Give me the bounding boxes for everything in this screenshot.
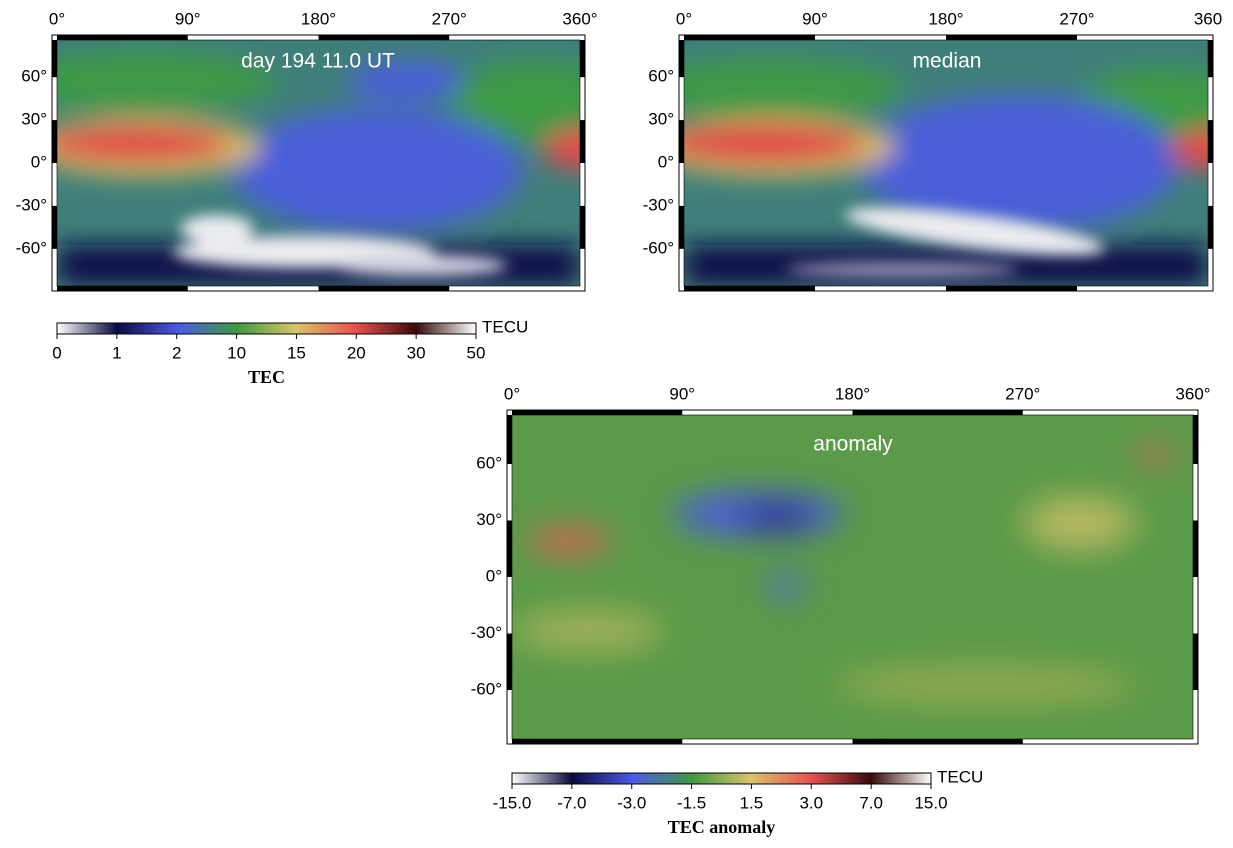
x-tick-label: 0° bbox=[49, 9, 65, 28]
panel-label: anomaly bbox=[813, 433, 893, 456]
frame-segment bbox=[507, 520, 512, 577]
panel-label: median bbox=[913, 50, 982, 73]
frame-segment bbox=[946, 286, 1077, 291]
x-tick-label: 180° bbox=[835, 384, 870, 403]
colorbar-tick-label: 50 bbox=[467, 343, 486, 362]
frame-segment bbox=[318, 35, 450, 40]
x-tick-label: 270° bbox=[1059, 9, 1094, 28]
x-tick-label: 0° bbox=[504, 384, 520, 403]
colorbar-title: TEC bbox=[248, 367, 285, 387]
x-tick-label: 90° bbox=[669, 384, 695, 403]
colorbar-unit: TECU bbox=[937, 767, 983, 786]
frame-segment bbox=[684, 35, 815, 40]
frame-segment bbox=[57, 286, 188, 291]
frame-segment bbox=[52, 120, 57, 163]
x-tick-label: 90° bbox=[802, 9, 828, 28]
y-tick-label: 30° bbox=[476, 510, 502, 529]
y-tick-label: -30° bbox=[471, 623, 502, 642]
frame-segment bbox=[1208, 40, 1213, 78]
x-tick-label: 180° bbox=[928, 9, 963, 28]
y-tick-label: 30° bbox=[21, 110, 47, 129]
y-tick-label: 30° bbox=[648, 110, 674, 129]
frame-segment bbox=[512, 739, 683, 744]
x-tick-label: 360° bbox=[1175, 384, 1210, 403]
x-tick-label: 180° bbox=[301, 9, 336, 28]
frame-segment bbox=[679, 205, 684, 249]
colorbar-tick-label: 10 bbox=[227, 343, 246, 362]
frame-segment bbox=[512, 410, 683, 415]
frame-segment bbox=[684, 286, 815, 291]
y-tick-label: 60° bbox=[648, 67, 674, 86]
y-tick-label: 60° bbox=[476, 453, 502, 472]
panel-label: day 194 11.0 UT bbox=[241, 50, 395, 73]
x-tick-label: 360 bbox=[1194, 9, 1222, 28]
colorbar-tick-label: -15.0 bbox=[493, 793, 532, 812]
colorbar-tick-label: 2 bbox=[172, 343, 181, 362]
frame-segment bbox=[1208, 205, 1213, 249]
colorbar-tick-label: -7.0 bbox=[557, 793, 586, 812]
x-tick-label: 90° bbox=[175, 9, 201, 28]
frame-segment bbox=[507, 633, 512, 691]
frame-segment bbox=[679, 40, 684, 78]
frame-segment bbox=[679, 120, 684, 163]
y-tick-label: 0° bbox=[486, 566, 502, 585]
tec-colorbar bbox=[56, 322, 477, 335]
frame-segment bbox=[580, 205, 585, 249]
y-tick-label: -60° bbox=[16, 238, 47, 257]
frame-segment bbox=[946, 35, 1077, 40]
colorbar-tick-label: 15.0 bbox=[914, 793, 947, 812]
colorbar-tick-label: 20 bbox=[347, 343, 366, 362]
colorbar-tick-label: 15 bbox=[287, 343, 306, 362]
frame-segment bbox=[1193, 520, 1198, 577]
colorbar-tick-label: 3.0 bbox=[799, 793, 823, 812]
frame-segment bbox=[318, 286, 450, 291]
x-tick-label: 270° bbox=[1005, 384, 1040, 403]
colorbar-tick-label: 1.5 bbox=[740, 793, 764, 812]
x-tick-label: 270° bbox=[432, 9, 467, 28]
x-tick-label: 360° bbox=[562, 9, 597, 28]
anomaly-map bbox=[512, 415, 1193, 739]
colorbar-tick-label: 7.0 bbox=[859, 793, 883, 812]
y-tick-label: 0° bbox=[31, 152, 47, 171]
colorbar-tick-label: -1.5 bbox=[677, 793, 706, 812]
y-tick-label: -60° bbox=[643, 238, 674, 257]
y-tick-label: -30° bbox=[643, 195, 674, 214]
y-tick-label: 60° bbox=[21, 67, 47, 86]
frame-segment bbox=[52, 205, 57, 249]
frame-segment bbox=[1193, 415, 1198, 464]
anomaly-colorbar bbox=[511, 772, 932, 785]
frame-segment bbox=[852, 739, 1023, 744]
frame-segment bbox=[1208, 120, 1213, 163]
frame-segment bbox=[1193, 633, 1198, 691]
tec-map bbox=[57, 40, 580, 286]
colorbar-unit: TECU bbox=[482, 317, 528, 336]
y-tick-label: -60° bbox=[471, 680, 502, 699]
frame-segment bbox=[57, 35, 188, 40]
frame-segment bbox=[852, 410, 1023, 415]
y-tick-label: -30° bbox=[16, 195, 47, 214]
y-tick-label: 0° bbox=[658, 152, 674, 171]
median-map bbox=[684, 40, 1208, 286]
colorbar-tick-label: 0 bbox=[52, 343, 61, 362]
x-tick-label: 0° bbox=[676, 9, 692, 28]
frame-segment bbox=[580, 40, 585, 78]
frame-segment bbox=[580, 120, 585, 163]
frame-segment bbox=[507, 415, 512, 464]
frame-segment bbox=[52, 40, 57, 78]
colorbar-tick-label: 1 bbox=[112, 343, 121, 362]
colorbar-tick-label: 30 bbox=[407, 343, 426, 362]
colorbar-tick-label: -3.0 bbox=[617, 793, 646, 812]
colorbar-title: TEC anomaly bbox=[668, 817, 776, 837]
